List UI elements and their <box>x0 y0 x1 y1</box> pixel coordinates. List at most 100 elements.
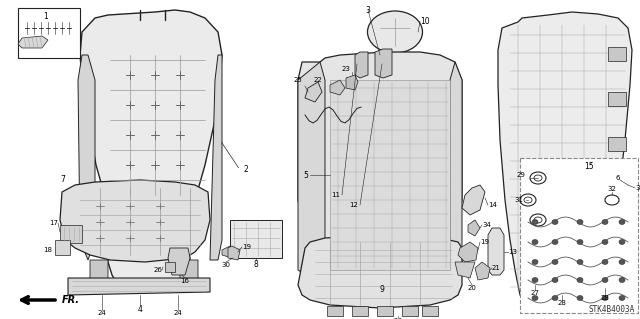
Bar <box>18 8 80 58</box>
Ellipse shape <box>619 278 625 283</box>
Ellipse shape <box>552 240 558 244</box>
Ellipse shape <box>530 172 546 184</box>
Text: 28: 28 <box>600 295 609 301</box>
Ellipse shape <box>617 180 627 190</box>
Polygon shape <box>55 240 70 255</box>
FancyBboxPatch shape <box>520 158 638 313</box>
Ellipse shape <box>619 219 625 225</box>
Polygon shape <box>355 52 368 78</box>
Text: 14: 14 <box>488 202 497 208</box>
Polygon shape <box>180 260 198 285</box>
Polygon shape <box>352 306 368 316</box>
Polygon shape <box>455 262 475 278</box>
Text: 31: 31 <box>514 197 523 203</box>
Bar <box>608 92 626 106</box>
Text: 15: 15 <box>584 162 594 171</box>
Ellipse shape <box>602 295 608 300</box>
Polygon shape <box>298 52 462 290</box>
Text: 1: 1 <box>44 12 49 21</box>
Polygon shape <box>78 55 95 260</box>
Ellipse shape <box>577 219 583 225</box>
Text: 21: 21 <box>492 265 501 271</box>
Polygon shape <box>18 36 48 48</box>
Polygon shape <box>210 55 222 260</box>
Polygon shape <box>450 62 462 285</box>
Polygon shape <box>168 248 190 275</box>
Polygon shape <box>298 62 325 285</box>
Text: FR.: FR. <box>62 295 80 305</box>
Text: 32: 32 <box>607 186 616 192</box>
Bar <box>230 220 282 258</box>
Ellipse shape <box>552 295 558 300</box>
Text: 23: 23 <box>342 66 351 72</box>
Ellipse shape <box>577 278 583 283</box>
Ellipse shape <box>552 278 558 283</box>
Polygon shape <box>298 235 462 308</box>
Bar <box>608 182 626 196</box>
Polygon shape <box>305 82 322 102</box>
Text: 3: 3 <box>365 6 371 15</box>
Text: 33: 33 <box>635 185 640 191</box>
Text: 24: 24 <box>98 310 106 316</box>
Text: 5: 5 <box>303 170 308 180</box>
Bar <box>608 137 626 151</box>
Polygon shape <box>402 306 418 316</box>
Polygon shape <box>458 242 478 262</box>
Ellipse shape <box>605 195 619 205</box>
Text: 22: 22 <box>313 77 322 83</box>
Ellipse shape <box>532 295 538 300</box>
Ellipse shape <box>534 175 542 181</box>
Text: 11: 11 <box>331 192 340 198</box>
Text: 13: 13 <box>508 249 517 255</box>
Ellipse shape <box>532 219 538 225</box>
Text: 16: 16 <box>180 278 189 284</box>
Text: STK4B4003A: STK4B4003A <box>589 305 635 314</box>
Text: 19: 19 <box>480 239 489 245</box>
Text: 20: 20 <box>468 285 476 291</box>
Bar <box>608 272 626 286</box>
Ellipse shape <box>619 240 625 244</box>
Ellipse shape <box>532 278 538 283</box>
Text: 17: 17 <box>49 220 58 226</box>
Polygon shape <box>165 262 175 272</box>
Text: 9: 9 <box>380 286 385 294</box>
Polygon shape <box>498 12 632 308</box>
Ellipse shape <box>534 217 542 223</box>
Ellipse shape <box>619 295 625 300</box>
Polygon shape <box>222 245 238 258</box>
Ellipse shape <box>619 259 625 264</box>
Text: 19: 19 <box>242 244 251 250</box>
Ellipse shape <box>367 11 422 53</box>
Polygon shape <box>488 228 504 275</box>
Text: 4: 4 <box>138 305 143 314</box>
Text: 2: 2 <box>243 166 248 174</box>
Ellipse shape <box>602 278 608 283</box>
Text: 30: 30 <box>221 262 230 268</box>
Text: 29: 29 <box>516 172 525 178</box>
Ellipse shape <box>532 240 538 244</box>
Ellipse shape <box>602 240 608 244</box>
Text: 7: 7 <box>60 175 65 184</box>
Polygon shape <box>468 220 480 236</box>
Ellipse shape <box>577 259 583 264</box>
Polygon shape <box>80 10 222 292</box>
Text: 8: 8 <box>253 260 259 269</box>
Text: 10: 10 <box>420 18 429 26</box>
Text: 25: 25 <box>293 77 302 83</box>
Ellipse shape <box>532 259 538 264</box>
Ellipse shape <box>577 295 583 300</box>
Text: 12: 12 <box>349 202 358 208</box>
Ellipse shape <box>552 219 558 225</box>
Ellipse shape <box>520 194 536 206</box>
Polygon shape <box>422 306 438 316</box>
Polygon shape <box>330 80 345 95</box>
Text: 28: 28 <box>557 300 566 306</box>
Ellipse shape <box>524 197 532 203</box>
Ellipse shape <box>602 259 608 264</box>
Ellipse shape <box>552 259 558 264</box>
Ellipse shape <box>602 219 608 225</box>
Text: 6: 6 <box>616 175 620 181</box>
Polygon shape <box>228 246 240 260</box>
Bar <box>608 47 626 61</box>
Text: 26: 26 <box>153 267 162 273</box>
